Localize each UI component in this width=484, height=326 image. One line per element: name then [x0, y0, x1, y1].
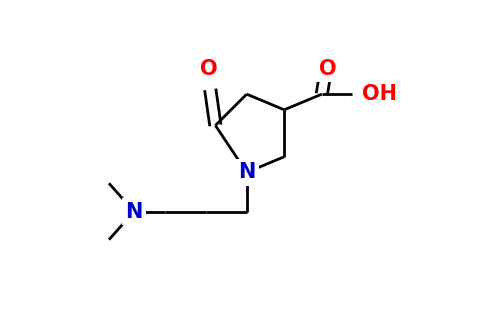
Text: OH: OH — [362, 84, 397, 104]
Text: O: O — [200, 59, 218, 79]
Text: N: N — [238, 162, 256, 182]
Text: O: O — [319, 59, 337, 79]
Text: N: N — [125, 201, 143, 221]
